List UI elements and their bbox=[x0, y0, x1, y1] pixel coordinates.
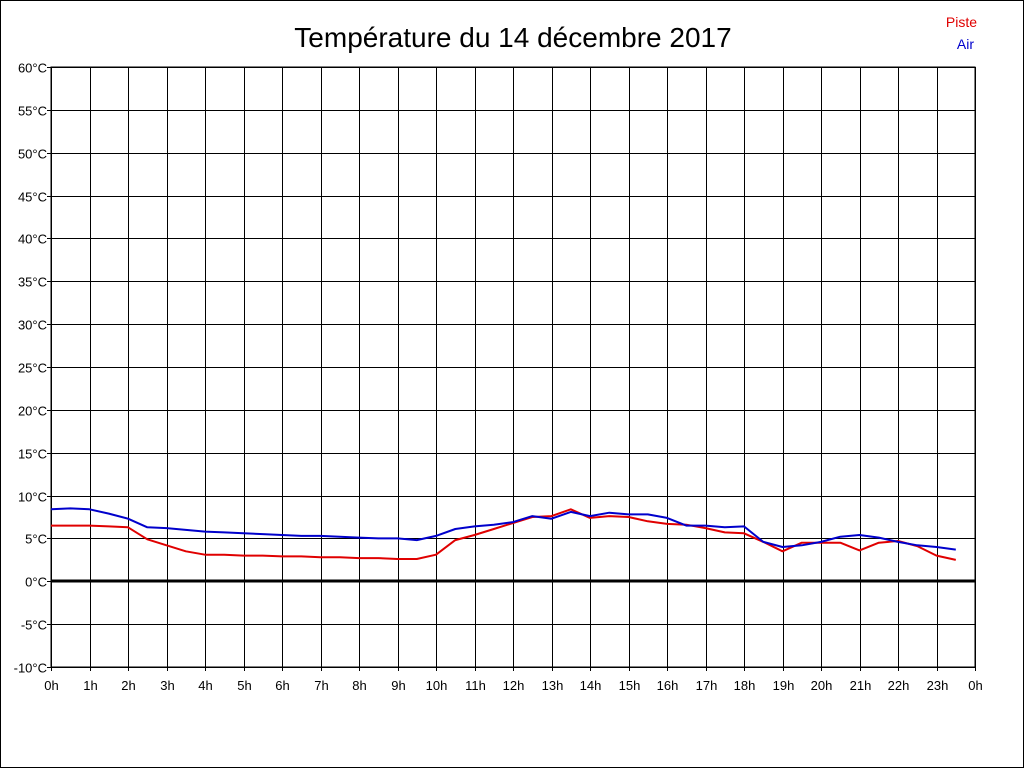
y-tick-label: 15°C bbox=[18, 447, 47, 462]
x-tick-label: 22h bbox=[888, 678, 910, 693]
x-tick-label: 0h bbox=[44, 678, 58, 693]
y-tick-label: 40°C bbox=[18, 232, 47, 247]
x-tick-label: 12h bbox=[503, 678, 525, 693]
series-line-air bbox=[50, 507, 956, 551]
x-tick-label: 16h bbox=[657, 678, 679, 693]
x-tick-label: 21h bbox=[850, 678, 872, 693]
y-tick-label: 45°C bbox=[18, 190, 47, 205]
y-tick-label: -10°C bbox=[14, 661, 47, 676]
legend-piste: Piste bbox=[946, 14, 977, 30]
x-tick-label: 18h bbox=[734, 678, 756, 693]
x-tick-label: 7h bbox=[314, 678, 328, 693]
y-tick-label: 10°C bbox=[18, 490, 47, 505]
x-tick-label: 5h bbox=[237, 678, 251, 693]
grid bbox=[47, 66, 976, 671]
x-tick-label: 9h bbox=[391, 678, 405, 693]
y-tick-label: 25°C bbox=[18, 361, 47, 376]
x-tick-label: 0h bbox=[968, 678, 982, 693]
x-tick-label: 10h bbox=[426, 678, 448, 693]
x-axis-ticks: 0h 1h 2h 3h 4h 5h 6h 7h 8h 9h 10h 11h 12h 13h 14h 15h 16… bbox=[44, 678, 982, 693]
x-tick-label: 6h bbox=[275, 678, 289, 693]
x-tick-label: 20h bbox=[811, 678, 833, 693]
y-tick-label: 35°C bbox=[18, 275, 47, 290]
x-tick-label: 15h bbox=[619, 678, 641, 693]
series-line-piste bbox=[51, 508, 957, 561]
x-tick-label: 17h bbox=[696, 678, 718, 693]
x-tick-label: 8h bbox=[352, 678, 366, 693]
y-tick-label: 60°C bbox=[18, 61, 47, 76]
x-tick-label: 13h bbox=[542, 678, 564, 693]
x-tick-label: 11h bbox=[465, 678, 486, 693]
y-tick-label: 30°C bbox=[18, 318, 47, 333]
y-tick-label: -5°C bbox=[21, 618, 47, 633]
chart-title: Température du 14 décembre 2017 bbox=[294, 22, 731, 53]
x-tick-label: 19h bbox=[773, 678, 795, 693]
x-tick-label: 1h bbox=[83, 678, 97, 693]
x-tick-label: 4h bbox=[198, 678, 212, 693]
legend-air: Air bbox=[957, 36, 974, 52]
y-tick-label: 0°C bbox=[25, 575, 47, 590]
x-tick-label: 23h bbox=[927, 678, 949, 693]
x-tick-label: 3h bbox=[160, 678, 174, 693]
y-tick-label: 55°C bbox=[18, 104, 47, 119]
y-tick-label: 5°C bbox=[25, 532, 47, 547]
x-tick-label: 2h bbox=[121, 678, 135, 693]
y-tick-label: 50°C bbox=[18, 147, 47, 162]
y-tick-label: 20°C bbox=[18, 404, 47, 419]
x-tick-label: 14h bbox=[580, 678, 602, 693]
series-lines bbox=[50, 507, 957, 561]
y-axis-ticks: -10°C -5°C 0°C 5°C 10°C 15°C 20°C 25°C 30°C 35°C 4… bbox=[14, 61, 47, 676]
